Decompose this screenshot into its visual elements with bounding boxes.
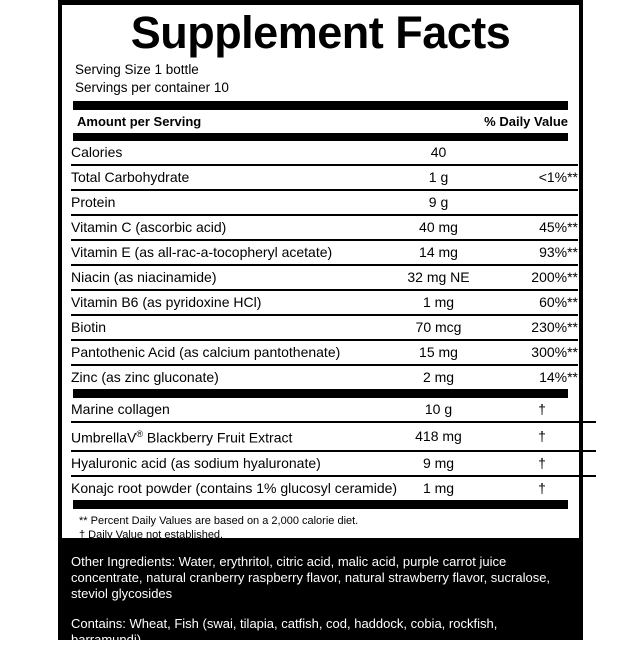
nutrient-amount: 14 mg bbox=[371, 240, 506, 266]
table-row: Hyaluronic acid (as sodium hyaluronate) 9… bbox=[71, 450, 596, 477]
table-row: Vitamin C (ascorbic acid) 40 mg 45%** bbox=[71, 215, 578, 241]
table-row: Vitamin B6 (as pyridoxine HCl) 1 mg 60%** bbox=[71, 290, 578, 316]
nutrient-name: Pantothenic Acid (as calcium pantothenat… bbox=[71, 340, 371, 366]
nutrient-amount: 40 bbox=[371, 141, 506, 166]
nutrient-name: Niacin (as niacinamide) bbox=[71, 265, 371, 291]
nutrient-name: Vitamin B6 (as pyridoxine HCl) bbox=[71, 290, 371, 316]
nutrient-daily-value: 200%** bbox=[506, 265, 578, 291]
servings-per-container-line: Servings per container 10 bbox=[75, 80, 229, 95]
nutrient-amount: 1 mg bbox=[422, 479, 455, 496]
nutrient-daily-value bbox=[506, 141, 578, 166]
nutrient-amount: 9 mg bbox=[371, 450, 506, 477]
nutrient-name: Calories bbox=[71, 141, 371, 166]
nutrient-name: Vitamin E (as all-rac-a-tocopheryl aceta… bbox=[71, 240, 371, 266]
serving-size-line: Serving Size 1 bottle bbox=[75, 62, 199, 77]
footnote-daily-value: ** Percent Daily Values are based on a 2… bbox=[79, 514, 359, 527]
nutrient-daily-value: <1%** bbox=[506, 165, 578, 191]
nutrient-daily-value: † bbox=[538, 479, 546, 496]
ingredients-block: Other Ingredients: Water, erythritol, ci… bbox=[58, 545, 583, 647]
registered-mark: ® bbox=[136, 429, 143, 439]
nutrient-name: Total Carbohydrate bbox=[71, 165, 371, 191]
nutrient-daily-value bbox=[506, 190, 578, 216]
amount-per-serving-header: Amount per Serving bbox=[77, 114, 202, 129]
header-rule-bar bbox=[73, 133, 568, 141]
nutrient-daily-value: † bbox=[506, 398, 596, 423]
footnote-divider-bar bbox=[73, 499, 568, 509]
section-divider-bar bbox=[73, 389, 568, 398]
footnotes: ** Percent Daily Values are based on a 2… bbox=[71, 509, 570, 542]
nutrient-amount: 15 mg bbox=[371, 340, 506, 366]
contains-allergens-text: Contains: Wheat, Fish (swai, tilapia, ca… bbox=[71, 616, 498, 647]
daily-value-header: % Daily Value bbox=[484, 114, 568, 129]
column-headers: Amount per Serving % Daily Value bbox=[71, 110, 570, 133]
table-row: Zinc (as zinc gluconate) 2 mg 14%** bbox=[71, 365, 578, 389]
footnote-dagger: † Daily Value not established. bbox=[79, 528, 224, 541]
nutrient-name: Protein bbox=[71, 190, 371, 216]
nutrient-amount: 2 mg bbox=[422, 369, 455, 385]
nutrient-name: Marine collagen bbox=[71, 398, 371, 423]
nutrient-amount: 40 mg bbox=[371, 215, 506, 241]
table-row: Pantothenic Acid (as calcium pantothenat… bbox=[71, 340, 578, 366]
nutrient-daily-value: † bbox=[506, 422, 596, 452]
nutrient-daily-value: 45%** bbox=[506, 215, 578, 241]
other-ingredients-text: Other Ingredients: Water, erythritol, ci… bbox=[71, 554, 551, 601]
table-row: Niacin (as niacinamide) 32 mg NE 200%** bbox=[71, 265, 578, 291]
nutrient-daily-value: 60%** bbox=[506, 290, 578, 316]
nutrient-daily-value: 230%** bbox=[506, 315, 578, 341]
nutrient-amount: 9 g bbox=[371, 190, 506, 216]
nutrient-name: Biotin bbox=[71, 315, 371, 341]
other-actives-table: Marine collagen 10 g † UmbrellaV® Blackberr… bbox=[71, 398, 596, 500]
nutrient-name: Zinc (as zinc gluconate) bbox=[71, 369, 219, 385]
nutrient-daily-value: 93%** bbox=[506, 240, 578, 266]
nutrient-amount: 32 mg NE bbox=[371, 265, 506, 291]
nutrient-amount: 418 mg bbox=[371, 422, 506, 452]
table-row: Total Carbohydrate 1 g <1%** bbox=[71, 165, 578, 191]
table-row: UmbrellaV® Blackberry Fruit Extract 418 m… bbox=[71, 422, 596, 452]
nutrient-amount: 10 g bbox=[371, 398, 506, 423]
nutrient-name: Hyaluronic acid (as sodium hyaluronate) bbox=[71, 450, 371, 477]
nutrient-amount: 1 mg bbox=[371, 290, 506, 316]
top-rule-bar bbox=[73, 101, 568, 110]
nutrient-daily-value: † bbox=[506, 450, 596, 477]
table-row: Calories 40 bbox=[71, 141, 578, 166]
table-row: Protein 9 g bbox=[71, 190, 578, 216]
nutrient-amount: 1 g bbox=[371, 165, 506, 191]
label-title: Supplement Facts bbox=[130, 7, 511, 58]
nutrient-name: Konajc root powder (contains 1% glucosyl… bbox=[71, 479, 398, 496]
table-row: Konajc root powder (contains 1% glucosyl… bbox=[71, 476, 596, 500]
table-row: Marine collagen 10 g † bbox=[71, 398, 596, 423]
table-row: Biotin 70 mcg 230%** bbox=[71, 315, 578, 341]
nutrient-amount: 70 mcg bbox=[371, 315, 506, 341]
supplement-facts-label: Supplement Facts Serving Size 1 bottle S… bbox=[58, 0, 596, 647]
nutrient-daily-value: 300%** bbox=[506, 340, 578, 366]
nutrient-name: Vitamin C (ascorbic acid) bbox=[71, 215, 371, 241]
nutrients-table: Calories 40 Total Carbohydrate 1 g <1%** Prot… bbox=[71, 141, 578, 389]
nutrient-daily-value: 14%** bbox=[539, 369, 578, 385]
facts-panel: Supplement Facts Serving Size 1 bottle S… bbox=[62, 5, 596, 541]
serving-info: Serving Size 1 bottle Servings per conta… bbox=[71, 61, 570, 97]
table-row: Vitamin E (as all-rac-a-tocopheryl aceta… bbox=[71, 240, 578, 266]
nutrient-name: UmbrellaV® Blackberry Fruit Extract bbox=[71, 422, 371, 452]
